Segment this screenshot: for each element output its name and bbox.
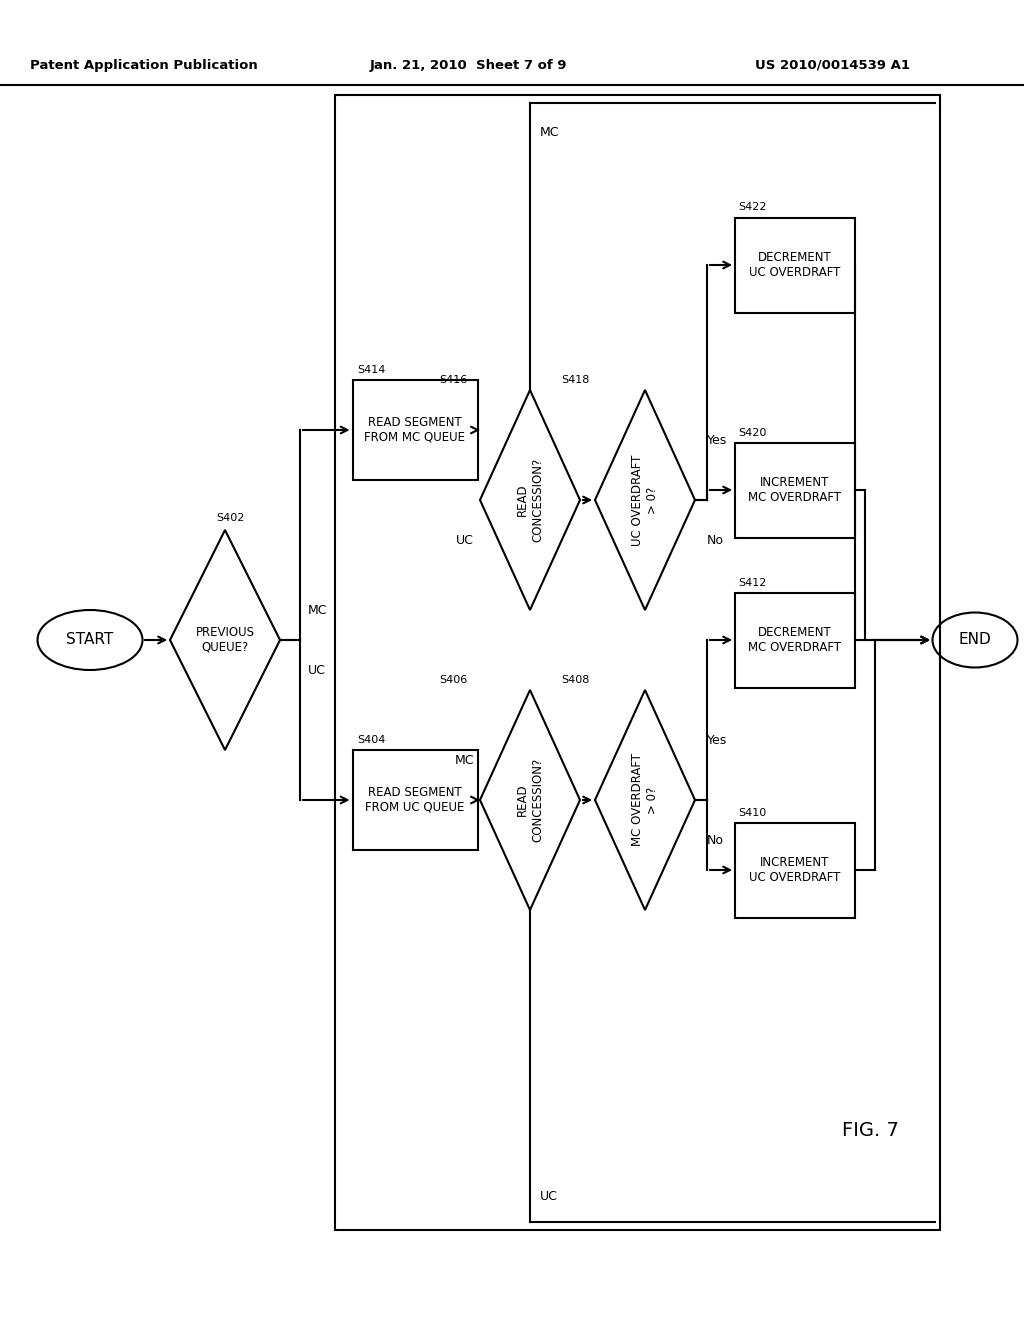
Text: PREVIOUS
QUEUE?: PREVIOUS QUEUE? [196,626,255,653]
Text: Yes: Yes [707,433,727,446]
Text: READ SEGMENT
FROM MC QUEUE: READ SEGMENT FROM MC QUEUE [365,416,466,444]
Text: S412: S412 [738,578,766,587]
Text: UC OVERDRAFT
> 0?: UC OVERDRAFT > 0? [631,454,659,545]
Text: MC: MC [308,603,328,616]
Text: S420: S420 [738,428,766,437]
Text: MC: MC [456,754,475,767]
Text: Patent Application Publication: Patent Application Publication [30,58,258,71]
Text: START: START [67,632,114,648]
Text: Jan. 21, 2010  Sheet 7 of 9: Jan. 21, 2010 Sheet 7 of 9 [370,58,567,71]
Bar [352,380,477,480]
Text: READ SEGMENT
FROM UC QUEUE: READ SEGMENT FROM UC QUEUE [366,785,465,814]
Text: END: END [958,632,991,648]
Text: S406: S406 [439,675,468,685]
Text: UC: UC [308,664,326,676]
Text: S422: S422 [738,202,767,213]
Text: S402: S402 [216,513,244,523]
Text: MC OVERDRAFT
> 0?: MC OVERDRAFT > 0? [631,754,659,846]
Text: MC: MC [540,127,559,140]
Bar [352,750,477,850]
Text: No: No [707,533,724,546]
Text: INCREMENT
UC OVERDRAFT: INCREMENT UC OVERDRAFT [750,855,841,884]
Text: FIG. 7: FIG. 7 [842,1121,898,1139]
Text: Yes: Yes [707,734,727,747]
Bar [335,95,940,1230]
Text: DECREMENT
UC OVERDRAFT: DECREMENT UC OVERDRAFT [750,251,841,279]
Text: INCREMENT
MC OVERDRAFT: INCREMENT MC OVERDRAFT [749,477,842,504]
Bar [735,218,855,313]
Text: READ
CONCESSION?: READ CONCESSION? [516,458,544,543]
Text: S414: S414 [357,366,386,375]
Text: UC: UC [456,533,474,546]
Bar [735,442,855,537]
Text: S418: S418 [561,375,590,385]
Text: No: No [707,833,724,846]
Text: S416: S416 [439,375,468,385]
Bar [735,822,855,917]
Text: US 2010/0014539 A1: US 2010/0014539 A1 [755,58,910,71]
Text: READ
CONCESSION?: READ CONCESSION? [516,758,544,842]
Bar [735,593,855,688]
Text: S410: S410 [738,808,766,817]
Text: DECREMENT
MC OVERDRAFT: DECREMENT MC OVERDRAFT [749,626,842,653]
Text: S404: S404 [357,735,386,744]
Text: UC: UC [540,1191,558,1204]
Text: S408: S408 [561,675,590,685]
